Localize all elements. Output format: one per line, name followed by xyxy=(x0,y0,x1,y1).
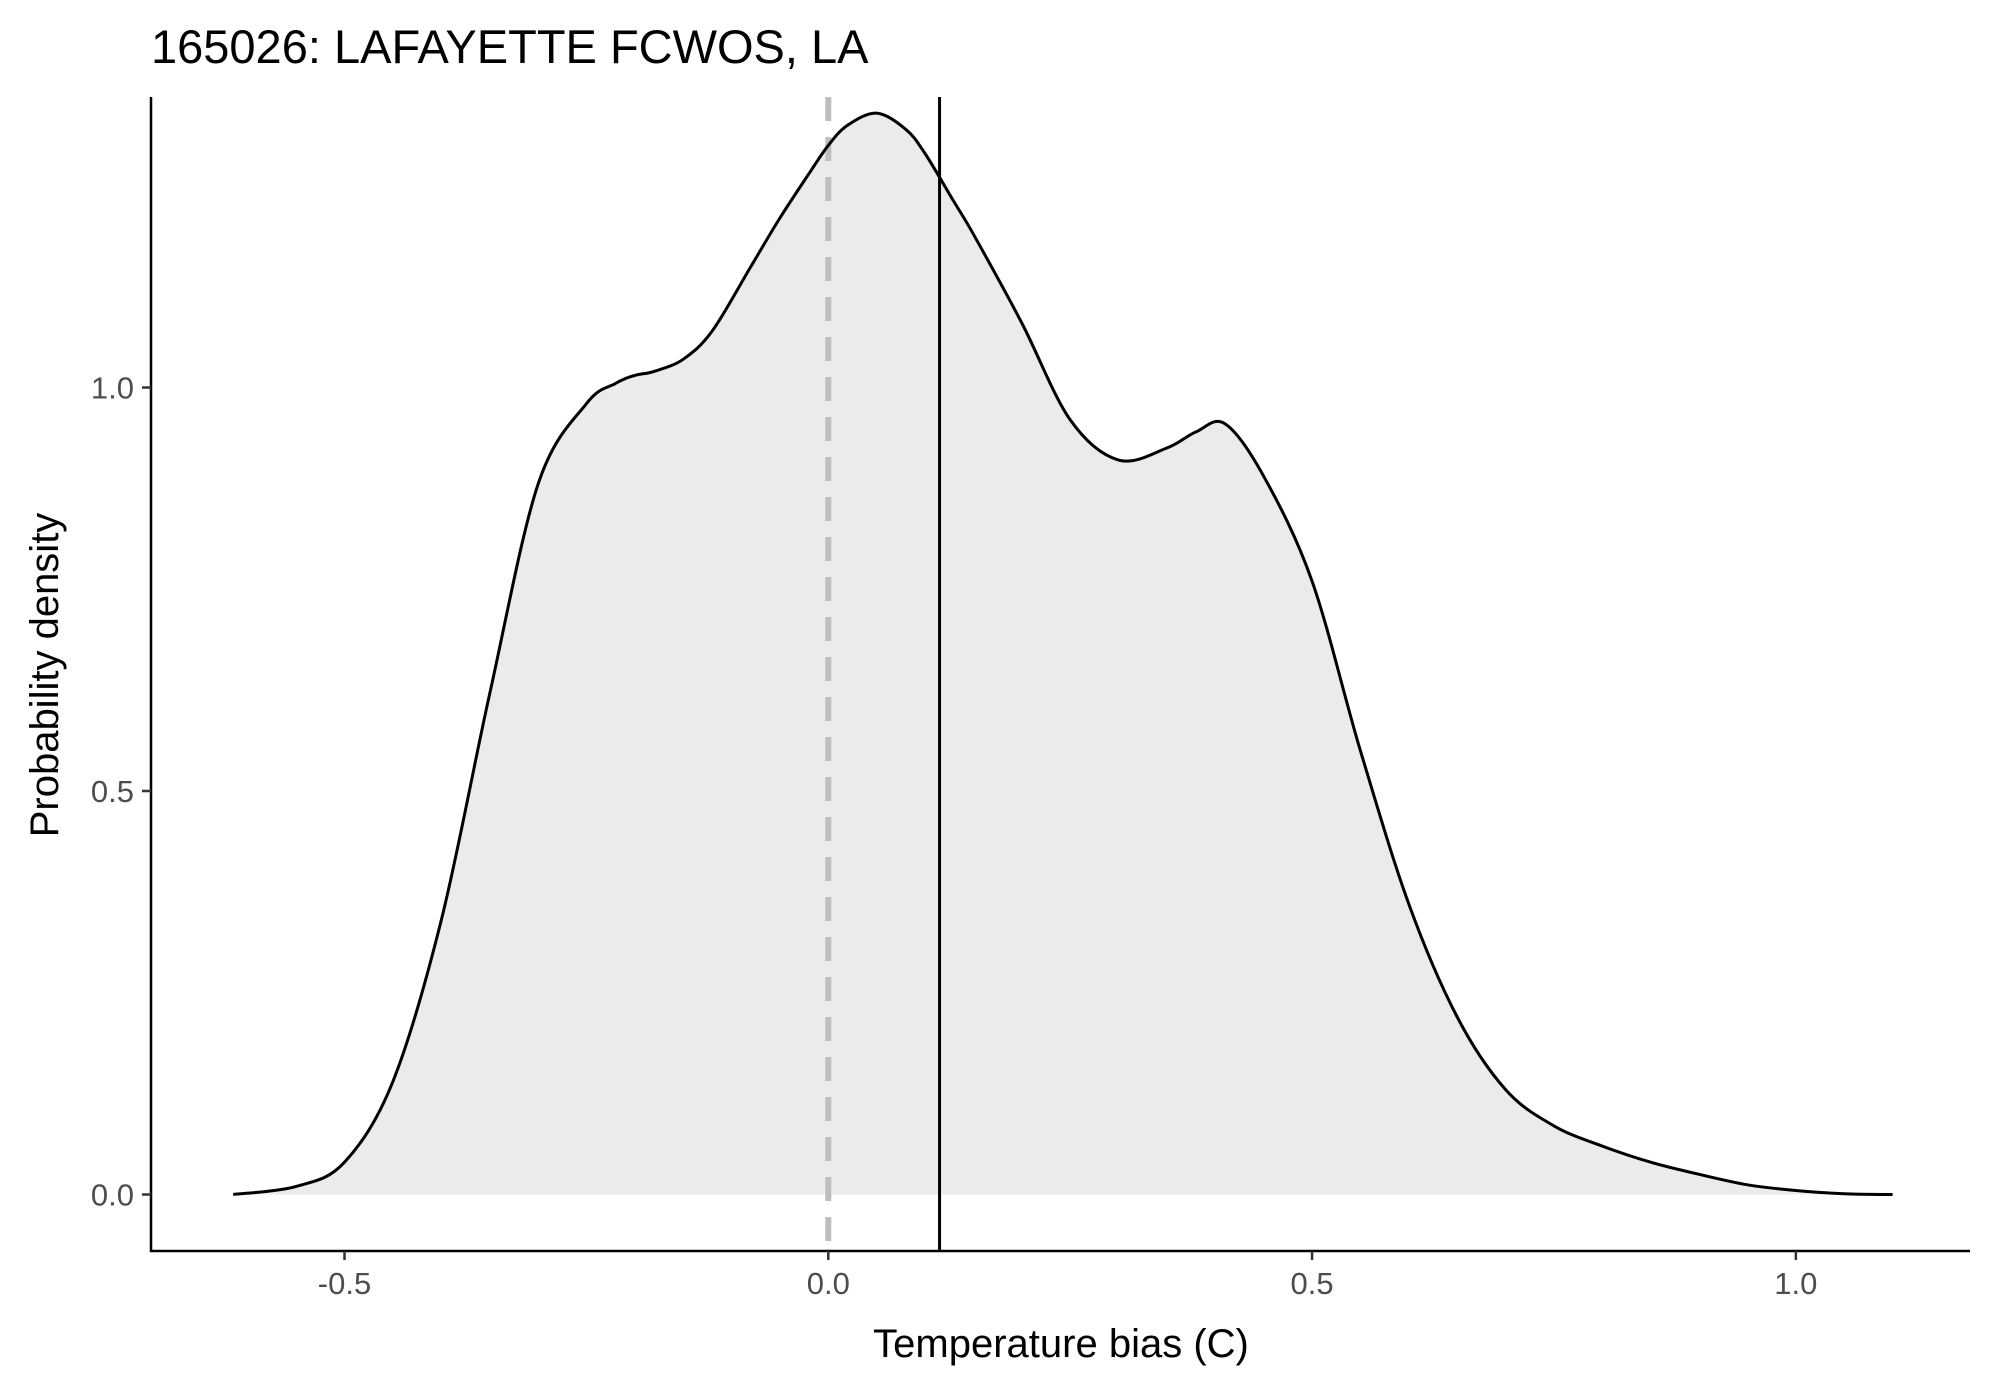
x-tick-label: 1.0 xyxy=(1774,1266,1817,1301)
x-tick-label: 0.5 xyxy=(1291,1266,1334,1301)
density-curve xyxy=(233,111,1893,1196)
y-tick-label: 1.0 xyxy=(91,371,134,406)
y-axis-ticks: 0.0 0.5 1.0 xyxy=(91,371,151,1213)
chart-title: 165026: LAFAYETTE FCWOS, LA xyxy=(151,20,869,73)
density-fill-area xyxy=(233,113,1893,1195)
y-axis-title: Probability density xyxy=(23,513,67,838)
x-tick-label: -0.5 xyxy=(318,1266,371,1301)
plot-area xyxy=(233,97,1893,1251)
y-tick-label: 0.5 xyxy=(91,774,134,809)
x-axis-title: Temperature bias (C) xyxy=(873,1322,1249,1366)
x-axis-ticks: -0.5 0.0 0.5 1.0 xyxy=(318,1251,1817,1301)
x-tick-label: 0.0 xyxy=(807,1266,850,1301)
y-tick-label: 0.0 xyxy=(91,1178,134,1213)
axes: -0.5 0.0 0.5 1.0 0.0 0.5 1.0 xyxy=(91,97,1970,1301)
